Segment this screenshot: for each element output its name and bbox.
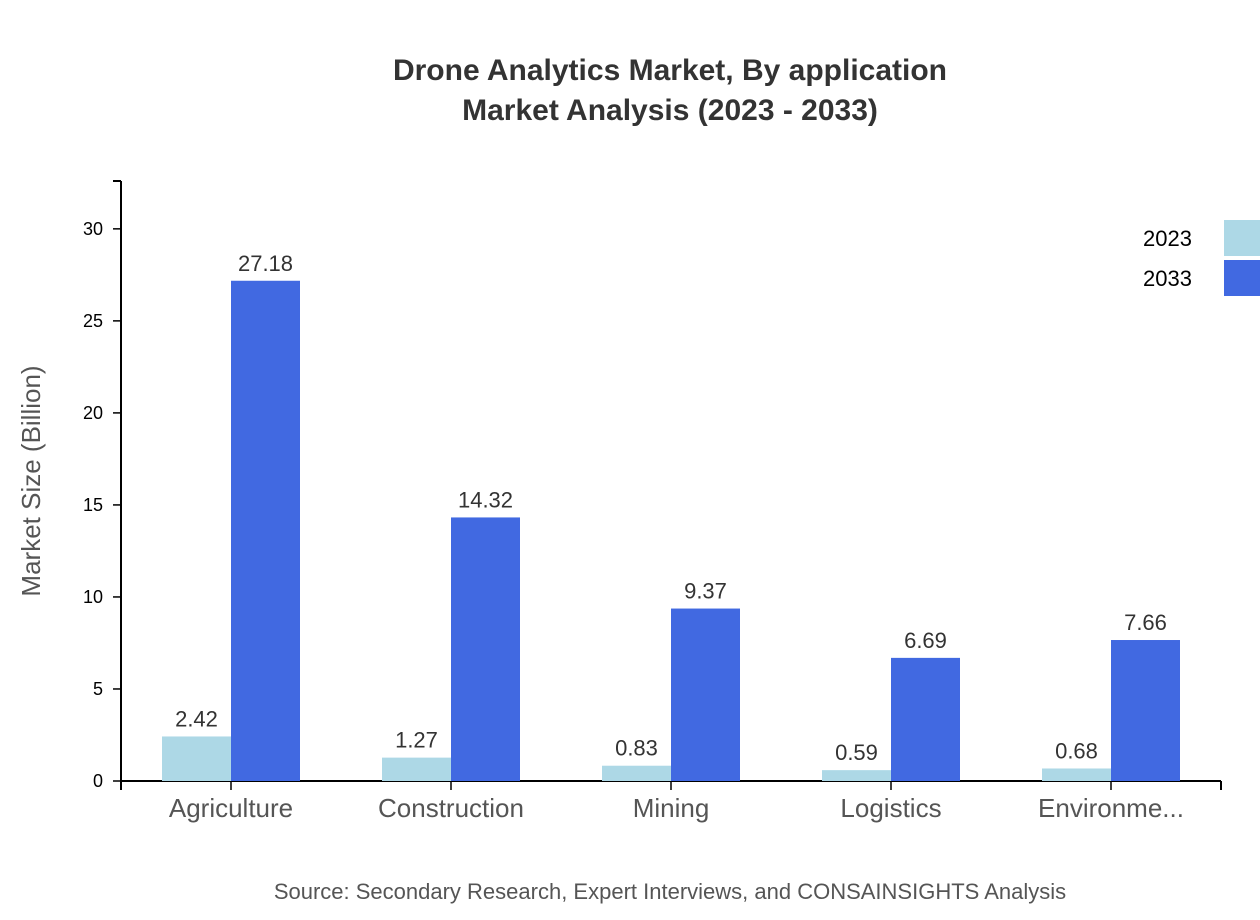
bar-2033-Mining: [671, 608, 740, 781]
y-tick-label: 15: [83, 495, 103, 515]
bar-2023-Mining: [602, 765, 671, 781]
x-tick-label: Environme...: [1038, 793, 1184, 823]
data-label: 27.18: [238, 251, 293, 276]
source-note: Source: Secondary Research, Expert Inter…: [274, 879, 1066, 904]
bar-2023-Agriculture: [162, 736, 231, 781]
legend-label: 2023: [1143, 226, 1192, 251]
data-label: 6.69: [904, 628, 947, 653]
y-tick-label: 5: [93, 679, 103, 699]
chart-subtitle: Market Analysis (2023 - 2033): [462, 94, 878, 127]
x-tick-label: Construction: [378, 793, 524, 823]
y-tick-label: 30: [83, 219, 103, 239]
x-tick-label: Mining: [633, 793, 710, 823]
legend: 2023 2033: [1143, 220, 1260, 296]
data-label: 0.68: [1055, 738, 1098, 763]
x-tick-label: Agriculture: [169, 793, 293, 823]
data-label: 14.32: [458, 487, 513, 512]
axes: 0 5 10 15 20 25 30 Agriculture Construction Minin…: [83, 180, 1222, 823]
legend-swatch-2023: [1224, 220, 1260, 256]
legend-label: 2033: [1143, 266, 1192, 291]
legend-swatch-2033: [1224, 260, 1260, 296]
y-tick-label: 0: [93, 771, 103, 791]
y-axis-label: Market Size (Billion): [16, 365, 46, 596]
bar-2033-Construction: [451, 517, 520, 781]
data-label: 0.83: [615, 736, 658, 761]
data-label: 2.42: [175, 706, 218, 731]
bar-2033-Agriculture: [231, 280, 300, 781]
bar-2023-Logistics: [822, 770, 891, 781]
data-label: 9.37: [684, 579, 727, 604]
data-label: 7.66: [1124, 610, 1167, 635]
bar-2023-Construction: [382, 757, 451, 781]
data-label: 0.59: [835, 740, 878, 765]
y-tick-label: 25: [83, 311, 103, 331]
bar-2033-Environme...: [1111, 640, 1180, 781]
bar-2033-Logistics: [891, 657, 960, 781]
y-tick-label: 20: [83, 403, 103, 423]
x-tick-label: Logistics: [840, 793, 941, 823]
chart-title: Drone Analytics Market, By application: [393, 54, 947, 87]
data-label: 1.27: [395, 728, 438, 753]
y-tick-label: 10: [83, 587, 103, 607]
bars: 2.42 27.18 1.27 14.32 0.83 9.37 0.59 6.69 0.68 7.…: [162, 251, 1180, 781]
bar-2023-Environme...: [1042, 768, 1111, 781]
